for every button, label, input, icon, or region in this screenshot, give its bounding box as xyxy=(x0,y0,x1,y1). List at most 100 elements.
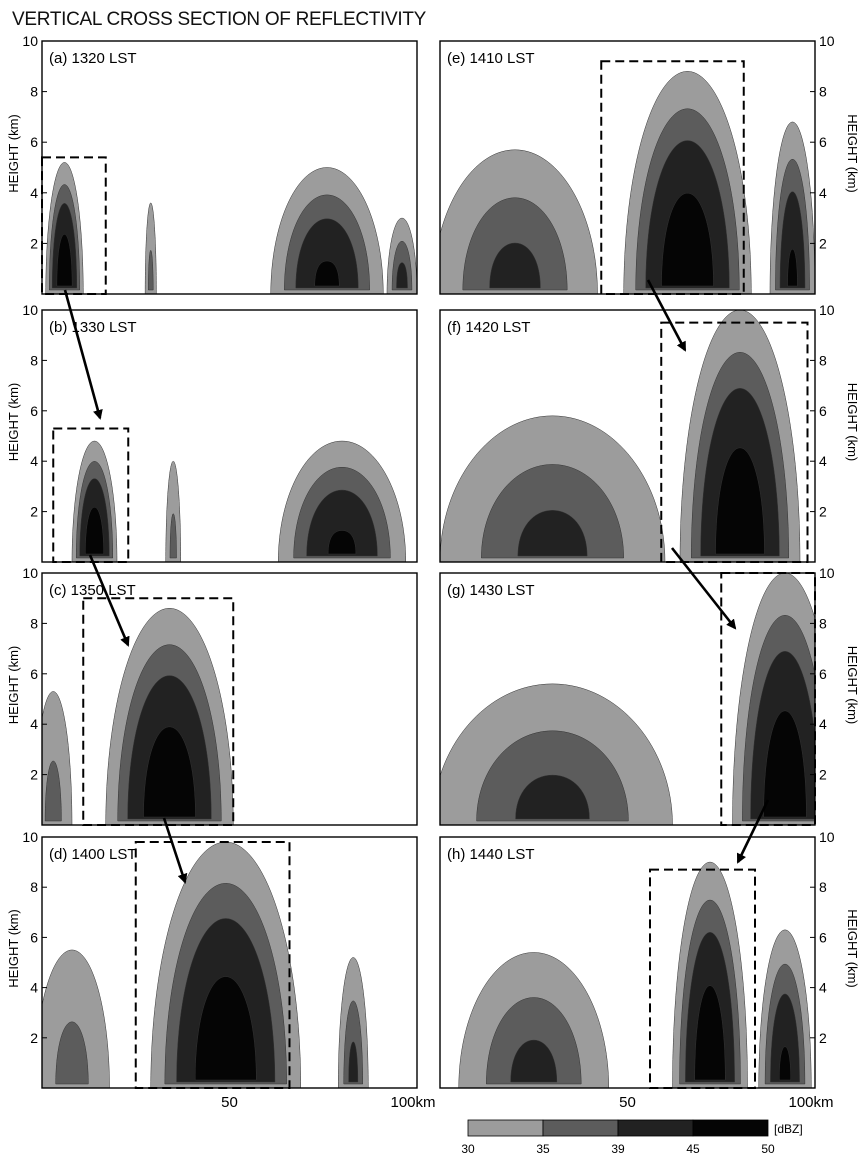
reflectivity-contour-3-39dbz xyxy=(396,262,408,289)
y-tick-label: 4 xyxy=(30,453,38,469)
motion-arrow xyxy=(646,279,687,352)
y-tick-label: 6 xyxy=(30,929,38,945)
y-axis-label: HEIGHT (km) xyxy=(845,114,860,192)
reflectivity-contour-2-45dbz xyxy=(314,260,340,287)
y-tick-label: 8 xyxy=(819,84,827,100)
colorbar-tick-label: 30 xyxy=(461,1142,475,1156)
x-tick-label: 100km xyxy=(390,1094,435,1111)
y-tick-label: 8 xyxy=(30,352,38,368)
panel-frame xyxy=(41,836,418,1089)
x-tick-label: 50 xyxy=(619,1094,636,1111)
motion-arrow xyxy=(736,799,770,864)
panel-label: (h) 1440 LST xyxy=(447,846,535,863)
panel-frame xyxy=(439,572,816,826)
y-axis-label: HEIGHT (km) xyxy=(6,909,21,987)
panel-plot-area xyxy=(458,861,812,1088)
y-tick-label: 10 xyxy=(22,33,38,49)
y-tick-label: 8 xyxy=(819,352,827,368)
reflectivity-contour-1-39dbz xyxy=(517,510,588,557)
motion-arrow xyxy=(63,289,103,420)
y-tick-label: 10 xyxy=(22,302,38,318)
reflectivity-contour-2-39dbz xyxy=(306,489,378,557)
panel-plot-area xyxy=(440,310,801,562)
panel-label: (g) 1430 LST xyxy=(447,582,535,599)
panel-plot-area xyxy=(440,573,815,825)
colorbar-tick-label: 39 xyxy=(611,1142,625,1156)
storm-box xyxy=(52,427,130,563)
reflectivity-contour-1-35dbz xyxy=(55,1021,89,1085)
panel-b: (b) 1330 LST 2 4 6 8 10 HEIGHT (km) xyxy=(6,302,418,563)
reflectivity-contour-0-45dbz xyxy=(763,710,807,818)
reflectivity-contour-1-30dbz xyxy=(165,460,182,562)
colorbar-tick-label: 35 xyxy=(536,1142,550,1156)
panel-f: (f) 1420 LST 2 4 6 8 10 HEIGHT (km) xyxy=(439,302,860,563)
y-tick-label: 4 xyxy=(819,980,827,996)
y-tick-label: 6 xyxy=(819,134,827,150)
storm-box xyxy=(82,597,235,827)
panel-plot-area xyxy=(45,162,417,294)
y-tick-label: 8 xyxy=(819,615,827,631)
reflectivity-contour-0-45dbz xyxy=(143,726,196,818)
motion-arrow xyxy=(670,547,737,630)
y-tick-label: 8 xyxy=(30,615,38,631)
panel-h: (h) 1440 LST 2 4 6 8 10 HEIGHT (km) xyxy=(439,829,860,1089)
reflectivity-contour-2-39dbz xyxy=(295,218,359,289)
y-tick-label: 6 xyxy=(819,929,827,945)
panel-frame xyxy=(439,309,816,563)
colorbar-segment xyxy=(617,1119,694,1137)
reflectivity-contour-2-45dbz xyxy=(779,1046,791,1081)
y-axis-label: HEIGHT (km) xyxy=(6,646,21,724)
y-tick-label: 6 xyxy=(30,403,38,419)
colorbar-tick-label: 45 xyxy=(686,1142,700,1156)
y-tick-label: 8 xyxy=(30,879,38,895)
storm-box xyxy=(600,60,745,295)
y-tick-label: 4 xyxy=(819,453,827,469)
reflectivity-contour-1-35dbz xyxy=(44,760,62,822)
y-axis-label: HEIGHT (km) xyxy=(845,909,860,987)
y-tick-label: 6 xyxy=(819,666,827,682)
reflectivity-contour-1-39dbz xyxy=(510,1039,558,1083)
reflectivity-contour-0-45dbz xyxy=(85,506,104,555)
reflectivity-contour-1-35dbz xyxy=(148,250,154,291)
reflectivity-contour-0-45dbz xyxy=(56,234,73,287)
panel-plot-area xyxy=(42,608,234,825)
colorbar-unit: [dBZ] xyxy=(774,1122,803,1136)
panel-g: (g) 1430 LST 2 4 6 8 10 HEIGHT (km) xyxy=(439,565,860,826)
x-tick-label: 50 xyxy=(221,1094,238,1111)
y-axis-label: HEIGHT (km) xyxy=(845,646,860,724)
panel-d: (d) 1400 LST 2 4 6 8 10 HEIGHT (km) xyxy=(6,829,418,1090)
figure-title: VERTICAL CROSS SECTION OF REFLECTIVITY xyxy=(12,9,427,30)
colorbar-tick-label: 50 xyxy=(761,1142,775,1156)
reflectivity-contour-1-39dbz xyxy=(515,774,590,820)
storm-box xyxy=(720,572,816,826)
y-tick-label: 8 xyxy=(819,879,827,895)
y-tick-label: 6 xyxy=(30,666,38,682)
motion-arrow xyxy=(88,554,130,647)
y-tick-label: 4 xyxy=(30,716,38,732)
y-tick-label: 4 xyxy=(30,980,38,996)
panel-label: (a) 1320 LST xyxy=(49,50,137,67)
panel-label: (e) 1410 LST xyxy=(447,50,535,67)
y-tick-label: 10 xyxy=(819,565,835,581)
panel-plot-area xyxy=(440,71,815,294)
y-tick-label: 2 xyxy=(819,767,827,783)
reflectivity-contour-0-45dbz xyxy=(694,985,726,1081)
reflectivity-contour-2-39dbz xyxy=(779,191,806,289)
reflectivity-contour-1-30dbz xyxy=(144,202,157,294)
panel-c: (c) 1350 LST 2 4 6 8 10 HEIGHT (km) xyxy=(6,565,418,827)
y-tick-label: 2 xyxy=(30,767,38,783)
y-tick-label: 2 xyxy=(30,1030,38,1046)
panel-frame xyxy=(439,836,816,1089)
colorbar-segment xyxy=(467,1119,544,1137)
panel-label: (c) 1350 LST xyxy=(49,582,136,599)
motion-arrow xyxy=(162,817,188,884)
y-tick-label: 10 xyxy=(22,565,38,581)
reflectivity-contour-1-39dbz xyxy=(489,242,541,289)
panel-label: (d) 1400 LST xyxy=(49,846,137,863)
panel-label: (b) 1330 LST xyxy=(49,319,137,336)
y-tick-label: 6 xyxy=(30,134,38,150)
y-tick-label: 4 xyxy=(30,185,38,201)
reflectivity-contour-2-39dbz xyxy=(770,993,800,1083)
y-axis-label: HEIGHT (km) xyxy=(6,383,21,461)
